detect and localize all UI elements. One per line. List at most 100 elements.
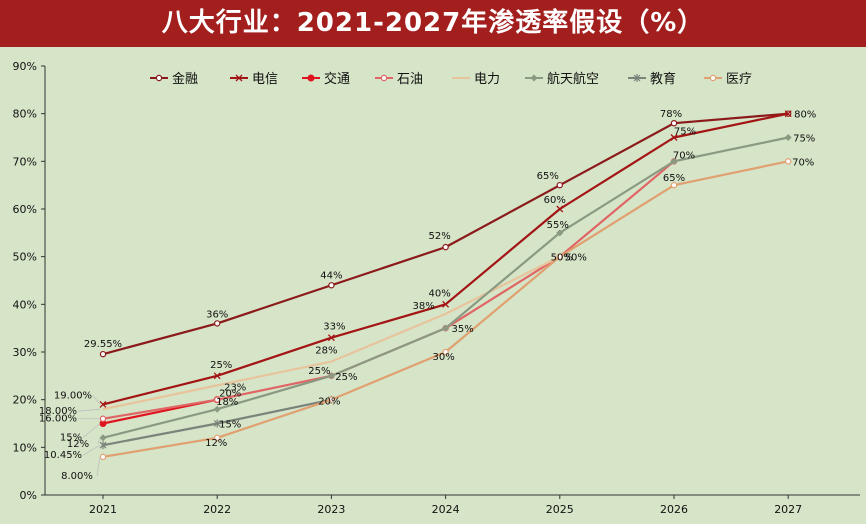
- data-point: [99, 434, 107, 442]
- leader-line: [82, 423, 101, 438]
- data-label: 38%: [412, 301, 434, 312]
- legend-item: 医疗: [704, 72, 752, 87]
- y-tick-label: 0%: [20, 489, 37, 502]
- data-point: [556, 181, 564, 189]
- data-label: 80%: [794, 110, 816, 121]
- data-point: [670, 134, 678, 141]
- data-label: 19.00%: [54, 390, 92, 401]
- data-label: 75%: [793, 134, 815, 145]
- data-point: [785, 158, 792, 165]
- data-point: [327, 372, 335, 380]
- legend-label: 医疗: [726, 72, 752, 87]
- data-point: [99, 350, 107, 358]
- y-tick-label: 10%: [13, 441, 37, 454]
- data-label: 78%: [660, 109, 682, 120]
- data-label: 36%: [206, 309, 228, 320]
- series-航天航空: [99, 134, 792, 442]
- data-point: [328, 396, 335, 403]
- legend-marker: [633, 74, 641, 82]
- series-电信: [99, 110, 792, 408]
- legend-marker: [235, 74, 243, 82]
- data-label: 25%: [335, 372, 357, 383]
- data-label: 65%: [537, 171, 559, 182]
- data-point: [670, 181, 678, 189]
- data-point: [442, 348, 449, 356]
- data-point: [556, 205, 564, 213]
- data-point: [99, 441, 107, 450]
- data-label: 10.45%: [44, 450, 82, 461]
- legend-marker: [380, 74, 388, 82]
- data-point: [213, 434, 221, 441]
- data-label: 28%: [315, 346, 337, 357]
- data-label: 25%: [308, 366, 330, 377]
- y-tick-label: 80%: [13, 108, 37, 121]
- series-line: [102, 160, 675, 420]
- data-label: 40%: [428, 288, 450, 299]
- data-point: [99, 453, 107, 461]
- data-label: 50%: [565, 253, 587, 264]
- y-tick-label: 70%: [13, 155, 37, 168]
- data-point: [99, 415, 107, 422]
- data-label: 35%: [451, 324, 473, 335]
- data-label: 12%: [205, 438, 227, 449]
- legend-label: 电信: [252, 72, 278, 87]
- chart-series: [99, 110, 792, 461]
- series-医疗: [99, 158, 792, 461]
- series-line: [102, 255, 561, 411]
- data-point: [213, 396, 221, 403]
- x-tick-label: 2025: [546, 503, 574, 516]
- data-label: 70%: [673, 150, 695, 161]
- leader-line: [77, 408, 101, 412]
- data-point: [670, 157, 678, 165]
- legend-item: 航天航空: [525, 71, 599, 87]
- data-label: 12%: [67, 439, 89, 450]
- data-label: 55%: [547, 220, 569, 231]
- series-石油: [99, 158, 678, 422]
- data-label: 15%: [60, 433, 82, 444]
- y-tick-label: 90%: [13, 60, 37, 73]
- data-label: 16.00%: [39, 414, 77, 425]
- data-label: 18.00%: [39, 406, 77, 417]
- x-tick-label: 2023: [317, 503, 345, 516]
- x-tick-label: 2027: [774, 503, 802, 516]
- y-tick-label: 60%: [13, 203, 37, 216]
- legend-marker: [155, 74, 163, 82]
- chart-axes: 0% 10% 20% 30% 40% 50% 60% 70% 80% 90% 2021 2022 202…: [13, 60, 860, 516]
- x-tick-label: 2026: [660, 503, 688, 516]
- leader-line: [96, 456, 101, 476]
- data-point: [442, 324, 450, 332]
- data-point: [328, 282, 335, 289]
- data-label: 20%: [318, 397, 340, 408]
- legend-item: 交通: [302, 71, 350, 87]
- data-label: 70%: [792, 157, 814, 168]
- series-电力: [102, 255, 561, 411]
- data-label: 15%: [219, 420, 241, 431]
- chart-legend: 金融 电信 交通 石油 电力 航天航空 教育 医疗: [150, 71, 752, 87]
- data-label: 29.55%: [84, 339, 122, 350]
- legend-marker: [307, 74, 315, 82]
- y-tick-label: 40%: [13, 298, 37, 311]
- data-point: [784, 110, 792, 118]
- chart-title: 八大行业：2021-2027年渗透率假设（%）: [0, 0, 866, 47]
- data-point: [213, 405, 221, 413]
- data-label: 65%: [663, 173, 685, 184]
- leader-line: [82, 444, 101, 456]
- data-label: 50%: [551, 253, 573, 264]
- data-point: [327, 334, 335, 342]
- series-金融: [99, 110, 792, 358]
- data-label: 20%: [219, 389, 241, 400]
- data-point: [213, 320, 221, 327]
- data-label: 75%: [674, 127, 696, 138]
- data-point: [556, 253, 564, 260]
- line-chart: 0% 10% 20% 30% 40% 50% 60% 70% 80% 90% 2021 2022 202…: [13, 60, 860, 516]
- data-point: [442, 300, 450, 308]
- y-tick-label: 30%: [13, 346, 37, 359]
- legend-item: 石油: [375, 72, 423, 87]
- y-tick-label: 50%: [13, 251, 37, 264]
- x-tick-label: 2022: [203, 503, 231, 516]
- data-label: 25%: [210, 360, 232, 371]
- data-label: 18%: [216, 397, 238, 408]
- legend-item: 教育: [628, 71, 676, 87]
- chart-data-labels: 29.55% 36% 44% 52% 65% 78% 80% 19.00% 25% 33% 40% 6…: [39, 109, 816, 482]
- data-label: 44%: [320, 270, 342, 281]
